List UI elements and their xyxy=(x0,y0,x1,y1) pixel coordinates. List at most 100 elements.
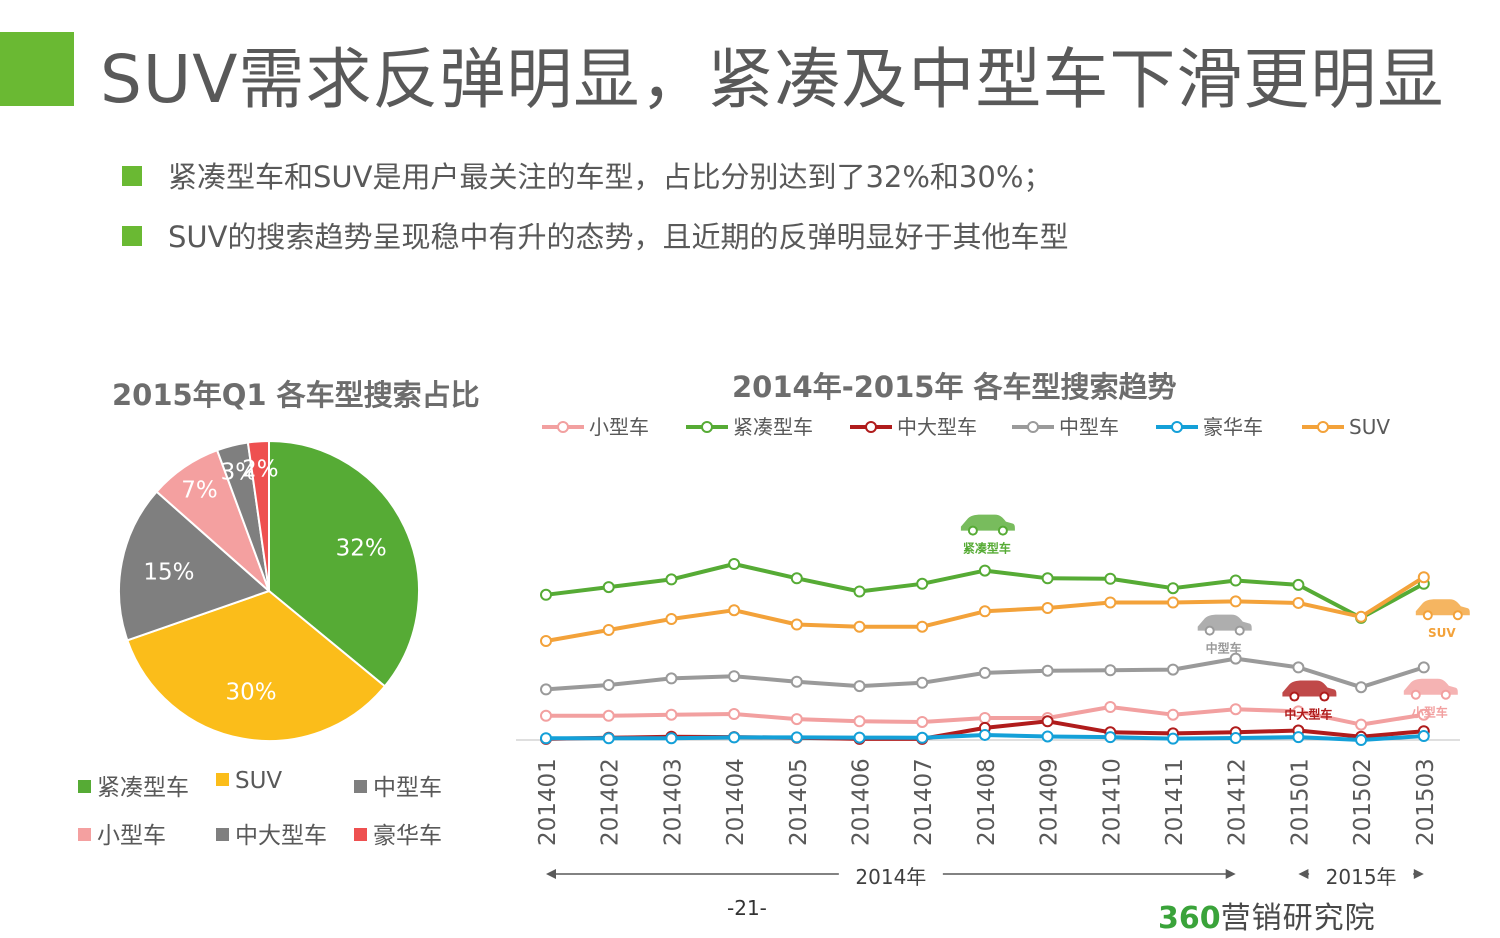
wheel-icon xyxy=(1204,625,1215,636)
annotation-label: 中型车 xyxy=(1206,641,1242,656)
data-point xyxy=(853,731,866,744)
data-point xyxy=(602,624,615,636)
data-point xyxy=(790,572,803,585)
wheel-icon xyxy=(1319,691,1330,702)
annotation-suv: SUV xyxy=(1415,599,1470,640)
data-point xyxy=(916,676,929,689)
x-tick-label: 201401 xyxy=(535,758,561,846)
x-tick-label: 201402 xyxy=(598,758,624,846)
data-point xyxy=(1167,596,1179,609)
data-point xyxy=(978,605,991,618)
series-e4b8ade59e8be8bda6 xyxy=(540,652,1430,696)
data-point xyxy=(540,635,552,647)
legend-label: SUV xyxy=(235,768,283,794)
series-e7b4a7e58791e59e8be8bda6 xyxy=(540,558,1430,624)
bullet-square-icon xyxy=(122,226,142,246)
data-point xyxy=(978,712,991,724)
line-legend-item: SUV xyxy=(1302,415,1390,439)
annotation-e4b8ade59e8be8bda6: 中型车 xyxy=(1197,614,1252,656)
x-tick-label: 201406 xyxy=(849,758,875,846)
data-point xyxy=(1417,661,1430,674)
data-point xyxy=(1041,602,1054,614)
data-point xyxy=(978,728,991,741)
data-point xyxy=(728,731,741,744)
pie-legend-item: 中型车 xyxy=(354,768,442,802)
series-e8b1aae58d8ee8bda6 xyxy=(540,728,1430,746)
data-point xyxy=(665,573,678,586)
period-range: 2014年 xyxy=(546,865,1236,889)
period-range: 2015年 xyxy=(1298,865,1424,889)
title-accent-bar xyxy=(0,32,74,106)
data-point xyxy=(540,709,552,722)
data-point xyxy=(665,708,678,721)
pie-chart-title: 2015年Q1 各车型搜索占比 xyxy=(112,378,480,412)
data-point xyxy=(1104,731,1117,744)
data-point xyxy=(853,715,866,728)
line-chart-title: 2014年-2015年 各车型搜索趋势 xyxy=(732,370,1177,404)
data-point xyxy=(790,731,803,744)
wheel-icon xyxy=(1234,625,1245,636)
data-point xyxy=(602,581,615,594)
annotation-label: 小型车 xyxy=(1412,705,1448,720)
data-point xyxy=(790,713,803,726)
bullet-text: 紧凑型车和SUV是用户最关注的车型，占比分别达到了32%和30%； xyxy=(168,160,1053,194)
line-legend-item: 紧凑型车 xyxy=(686,415,813,439)
legend-label: 紧凑型车 xyxy=(733,415,813,439)
data-point xyxy=(1292,705,1305,718)
pie-slice-label: 2% xyxy=(242,456,279,482)
series-suv xyxy=(540,571,1430,647)
pie-legend-item: 小型车 xyxy=(78,816,166,850)
pie-slice-label: 32% xyxy=(336,535,387,561)
data-point xyxy=(1292,731,1305,744)
x-tick-label: 201403 xyxy=(660,758,686,846)
data-point xyxy=(853,680,866,693)
legend-marker-icon xyxy=(557,421,569,433)
legend-swatch-icon xyxy=(78,828,91,841)
data-point xyxy=(1355,718,1368,731)
data-point xyxy=(790,675,803,688)
pie-slice-2 xyxy=(118,490,271,642)
data-point xyxy=(1292,578,1305,591)
legend-swatch-icon xyxy=(354,780,367,793)
legend-swatch-icon xyxy=(78,780,91,793)
data-point xyxy=(665,732,678,745)
data-point xyxy=(728,670,741,683)
wheel-icon xyxy=(1410,689,1421,700)
legend-label: 小型车 xyxy=(97,823,166,849)
data-point xyxy=(540,683,552,696)
brand-logo: 360营销研究院 xyxy=(1158,893,1376,937)
data-point xyxy=(1355,681,1368,694)
data-point xyxy=(1167,732,1179,745)
data-point xyxy=(602,732,615,745)
annotation-label: 紧凑型车 xyxy=(963,541,1011,556)
pie-slice-label: 15% xyxy=(143,559,194,585)
data-point xyxy=(1041,664,1054,677)
series-e5b08fe59e8be8bda6 xyxy=(540,701,1430,731)
legend-label: 紧凑型车 xyxy=(97,775,189,801)
data-point xyxy=(1229,595,1242,608)
legend-marker-icon xyxy=(1027,421,1039,433)
legend-marker-icon xyxy=(865,421,877,433)
legend-label: 中大型车 xyxy=(897,415,977,439)
brand-logo-mark: 360 xyxy=(1158,901,1221,936)
legend-label: 中大型车 xyxy=(235,823,327,849)
arrow-left-icon xyxy=(1298,869,1309,879)
x-tick-label: 201405 xyxy=(786,758,812,846)
data-point xyxy=(790,618,803,631)
data-point xyxy=(602,679,615,691)
period-label: 2014年 xyxy=(855,865,926,889)
data-point xyxy=(1041,572,1054,585)
pie-legend-item: SUV xyxy=(216,768,282,794)
x-tick-label: 201501 xyxy=(1287,758,1313,846)
data-point xyxy=(1041,715,1054,728)
legend-label: 小型车 xyxy=(589,415,649,439)
pie-legend-item: 紧凑型车 xyxy=(78,768,189,802)
page-number: -21- xyxy=(727,896,767,920)
annotation-e5b08fe59e8be8bda6: 小型车 xyxy=(1403,678,1458,720)
data-point xyxy=(1355,734,1368,746)
period-label: 2015年 xyxy=(1326,865,1397,889)
wheel-icon xyxy=(1440,689,1451,700)
line-legend-item: 豪华车 xyxy=(1156,415,1263,439)
data-point xyxy=(540,732,552,745)
legend-swatch-icon xyxy=(354,828,367,841)
